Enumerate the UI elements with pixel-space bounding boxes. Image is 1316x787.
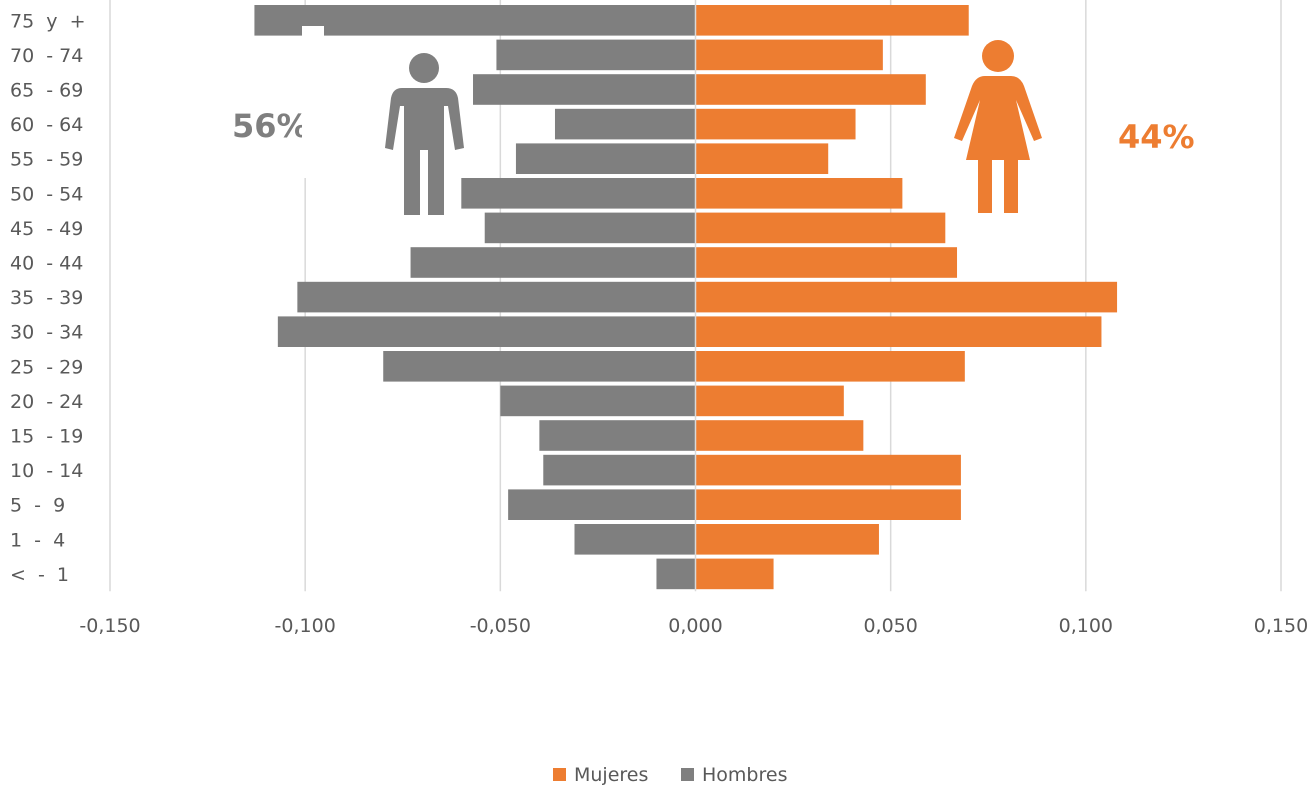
category-label: 25 - 29: [10, 356, 83, 378]
bar-hombres: [254, 5, 696, 36]
category-label: 20 - 24: [10, 391, 83, 413]
bar-mujeres: [695, 351, 965, 382]
x-tick-label: -0,150: [79, 615, 140, 637]
male-person-icon: [302, 26, 464, 215]
bar-mujeres: [695, 524, 879, 555]
legend: Mujeres Hombres: [553, 764, 787, 786]
bar-hombres: [500, 385, 696, 417]
x-tick-label: -0,050: [470, 615, 531, 637]
bar-hombres: [484, 212, 696, 244]
female-person-icon: [954, 40, 1042, 213]
bar-mujeres: [695, 178, 903, 209]
category-label: 35 - 39: [10, 287, 83, 309]
bar-hombres: [656, 558, 696, 590]
bar-mujeres: [695, 385, 844, 417]
bar-mujeres: [695, 420, 864, 451]
bar-hombres: [496, 39, 696, 71]
bar-mujeres: [695, 316, 1102, 347]
bar-hombres: [277, 316, 696, 347]
bar-hombres: [543, 454, 696, 486]
bar-hombres: [383, 351, 696, 382]
category-label: 1 - 4: [10, 529, 65, 551]
category-label: 75 y +: [10, 10, 86, 32]
bar-mujeres: [695, 5, 969, 36]
bar-mujeres: [695, 454, 961, 486]
category-label: 15 - 19: [10, 426, 83, 448]
category-label: 60 - 64: [10, 114, 83, 136]
bar-hombres: [297, 281, 696, 313]
category-label: 5 - 9: [10, 495, 65, 517]
bar-mujeres: [695, 212, 946, 244]
category-label: 50 - 54: [10, 183, 83, 205]
bar-hombres: [410, 247, 696, 278]
category-label: 55 - 59: [10, 149, 83, 171]
category-label: 30 - 34: [10, 322, 83, 344]
legend-label-mujeres: Mujeres: [574, 764, 648, 786]
bar-hombres: [554, 108, 696, 140]
x-tick-label: 0,150: [1254, 615, 1308, 637]
category-label: 70 - 74: [10, 45, 83, 67]
legend-label-hombres: Hombres: [702, 764, 787, 786]
category-label: 45 - 49: [10, 218, 83, 240]
bar-hombres: [515, 143, 696, 174]
bar-mujeres: [695, 108, 856, 140]
category-labels: 75 y + 70 - 74 65 - 69 60 - 64 55 - 59 50 - 5…: [10, 10, 86, 586]
x-axis-tick-labels: -0,150 -0,100 -0,050 0,000 0,050 0,100 0,150: [79, 615, 1308, 637]
category-label: 65 - 69: [10, 80, 83, 102]
bar-mujeres: [695, 39, 883, 71]
bar-mujeres: [695, 247, 958, 278]
bar-mujeres: [695, 558, 774, 590]
legend-swatch-mujeres: [553, 768, 566, 781]
category-label: < - 1: [10, 564, 69, 586]
x-tick-label: 0,100: [1059, 615, 1113, 637]
bar-hombres: [508, 489, 696, 520]
bar-hombres: [473, 74, 696, 105]
bars: [254, 0, 1118, 592]
bar-hombres: [539, 420, 696, 451]
bar-mujeres: [695, 281, 1118, 313]
x-tick-label: -0,100: [275, 615, 336, 637]
men-percent-label: 56%: [232, 107, 309, 145]
women-percent-label: 44%: [1118, 118, 1195, 156]
bar-hombres: [574, 524, 696, 555]
x-tick-label: 0,050: [863, 615, 917, 637]
bar-mujeres: [695, 489, 961, 520]
bar-mujeres: [695, 74, 926, 105]
category-label: 40 - 44: [10, 253, 83, 275]
category-label: 10 - 14: [10, 460, 83, 482]
legend-swatch-hombres: [681, 768, 694, 781]
x-tick-label: 0,000: [668, 615, 722, 637]
bar-mujeres: [695, 143, 829, 174]
bar-hombres: [461, 178, 696, 209]
